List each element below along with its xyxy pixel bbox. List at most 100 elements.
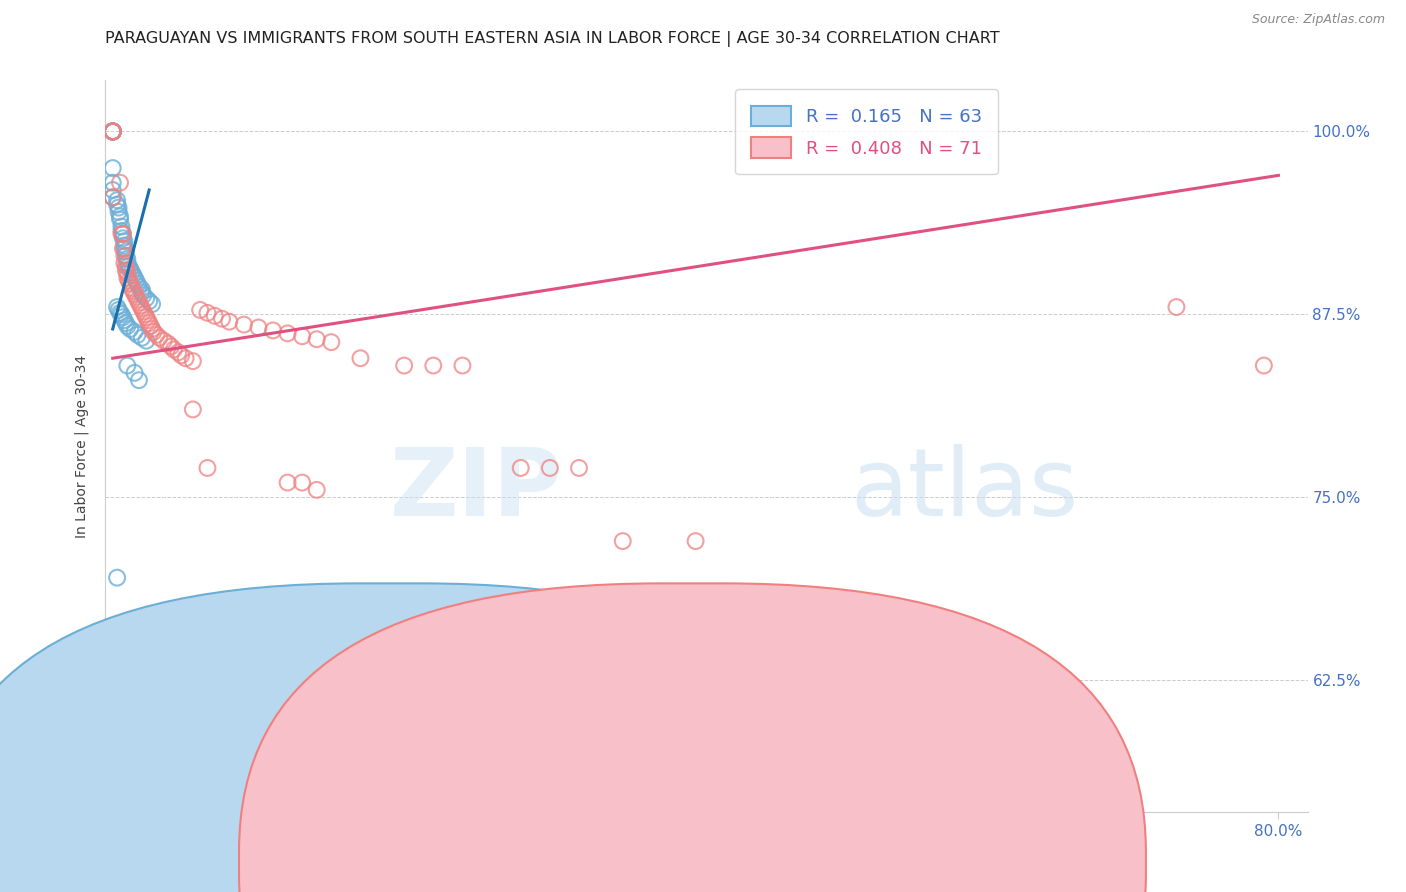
Point xyxy=(163,343,186,357)
Point xyxy=(101,190,124,204)
Point xyxy=(112,234,135,248)
Point xyxy=(101,124,124,138)
Point xyxy=(120,277,142,291)
Point xyxy=(132,288,155,302)
Point xyxy=(120,262,142,277)
Point xyxy=(101,124,124,138)
Point xyxy=(188,302,211,317)
Point xyxy=(117,252,139,266)
Text: Immigrants from South Eastern Asia: Immigrants from South Eastern Asia xyxy=(738,856,1015,871)
Point xyxy=(105,300,128,314)
Point xyxy=(174,351,197,366)
Point xyxy=(105,197,128,211)
Point xyxy=(115,249,138,263)
Point xyxy=(101,124,124,138)
Point xyxy=(1166,300,1188,314)
Point xyxy=(181,402,204,417)
Point xyxy=(509,461,531,475)
Point xyxy=(262,323,284,337)
Point xyxy=(112,238,135,252)
Point xyxy=(111,227,134,241)
Point xyxy=(111,227,134,241)
Point xyxy=(101,124,124,138)
Point xyxy=(211,311,233,326)
Point xyxy=(112,242,135,256)
Point xyxy=(131,283,153,297)
Point xyxy=(121,265,143,279)
Point xyxy=(392,359,415,373)
Point xyxy=(121,281,143,295)
Point xyxy=(101,124,124,138)
Point xyxy=(118,259,141,273)
Point xyxy=(101,124,124,138)
Point xyxy=(127,327,149,342)
Point xyxy=(247,320,270,334)
Point xyxy=(291,475,314,490)
Point xyxy=(111,231,134,245)
Point xyxy=(120,322,142,336)
Point xyxy=(101,124,124,138)
Point xyxy=(117,270,139,285)
Point xyxy=(110,224,132,238)
Point xyxy=(117,256,139,270)
Point xyxy=(321,335,343,350)
Point xyxy=(170,348,193,362)
Point xyxy=(110,307,132,321)
Point xyxy=(305,483,328,497)
Point xyxy=(127,277,149,291)
Point xyxy=(685,534,707,549)
Point xyxy=(115,244,138,259)
Point xyxy=(134,307,156,321)
Point xyxy=(101,124,124,138)
Point xyxy=(138,294,160,309)
Point xyxy=(160,339,183,353)
Text: PARAGUAYAN VS IMMIGRANTS FROM SOUTH EASTERN ASIA IN LABOR FORCE | AGE 30-34 CORR: PARAGUAYAN VS IMMIGRANTS FROM SOUTH EAST… xyxy=(105,31,1000,47)
Point xyxy=(101,124,124,138)
Point xyxy=(118,274,141,288)
Point xyxy=(141,297,163,311)
Point xyxy=(451,359,474,373)
Point xyxy=(131,331,153,345)
Point xyxy=(108,176,131,190)
Point xyxy=(167,345,190,359)
Point xyxy=(107,201,129,215)
Point xyxy=(112,249,135,263)
Point xyxy=(128,373,150,387)
Point xyxy=(136,313,159,327)
Point xyxy=(138,316,160,330)
Point xyxy=(111,310,134,325)
Point xyxy=(108,212,131,227)
Point xyxy=(568,461,591,475)
Point xyxy=(135,291,157,305)
Point xyxy=(110,219,132,234)
Point xyxy=(142,325,165,339)
Point xyxy=(197,461,219,475)
Point xyxy=(277,475,299,490)
Point xyxy=(132,304,155,318)
Point xyxy=(204,309,226,323)
Point xyxy=(538,461,561,475)
Point xyxy=(107,205,129,219)
Point xyxy=(1253,359,1275,373)
Point xyxy=(107,302,129,317)
Point xyxy=(112,313,135,327)
Text: atlas: atlas xyxy=(851,444,1078,536)
Y-axis label: In Labor Force | Age 30-34: In Labor Force | Age 30-34 xyxy=(75,354,90,538)
Point xyxy=(112,256,135,270)
Point xyxy=(128,279,150,293)
Point xyxy=(197,306,219,320)
Point xyxy=(110,227,132,241)
Point xyxy=(101,161,124,175)
Point xyxy=(125,290,148,304)
Point xyxy=(115,263,138,277)
Point xyxy=(422,359,444,373)
Point xyxy=(181,354,204,368)
Text: Paraguayans: Paraguayans xyxy=(436,856,534,871)
Point xyxy=(101,124,124,138)
Point xyxy=(101,124,124,138)
Point xyxy=(612,534,634,549)
Point xyxy=(115,316,138,330)
Point xyxy=(117,266,139,280)
Point xyxy=(115,259,138,273)
Point xyxy=(105,571,128,585)
